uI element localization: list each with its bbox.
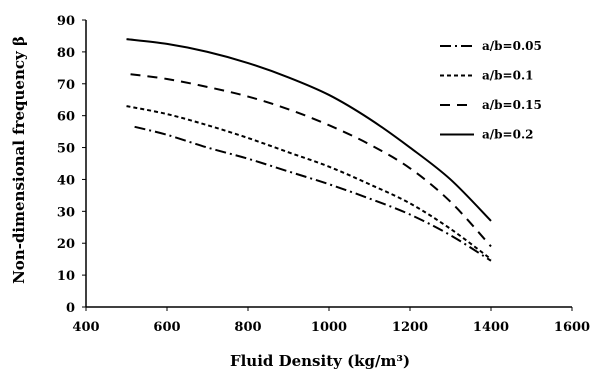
series-line-a-b-0-15	[130, 73, 492, 248]
y-tick-label: 40	[57, 173, 75, 188]
y-tick-label: 20	[57, 237, 75, 252]
y-tick-label: 50	[57, 142, 75, 157]
legend-label: a/b=0.2	[482, 128, 533, 142]
x-tick-label: 400	[72, 320, 99, 335]
x-axis-title: Fluid Density (kg/m³)	[230, 352, 410, 370]
series-line-a-b-0-2	[126, 38, 492, 222]
legend-label: a/b=0.1	[482, 69, 533, 83]
x-tick-label: 1400	[473, 320, 509, 335]
series-line-a-b-0-05	[134, 125, 492, 262]
series-line-a-b-0-1	[126, 105, 492, 260]
y-axis-title: Non-dimensional frequency β	[10, 36, 28, 284]
x-tick-label: 1600	[554, 320, 590, 335]
ticks: 400 600 800 1000 1200 1400 1600 0 10 20 30 40 50 60 70…	[57, 14, 590, 335]
x-tick-label: 1200	[392, 320, 428, 335]
y-tick-label: 30	[57, 205, 75, 220]
y-tick-label: 80	[57, 46, 75, 61]
y-tick-label: 90	[57, 14, 75, 29]
x-tick-label: 600	[153, 320, 180, 335]
y-tick-label: 0	[66, 301, 75, 316]
x-tick-label: 1000	[311, 320, 347, 335]
legend-label: a/b=0.15	[482, 98, 542, 112]
y-tick-label: 10	[57, 269, 75, 284]
legend-label: a/b=0.05	[482, 39, 542, 53]
axes	[85, 20, 572, 308]
x-tick-label: 800	[234, 320, 261, 335]
plot-lines	[126, 38, 492, 262]
y-tick-label: 60	[57, 110, 75, 125]
legend: a/b=0.05 a/b=0.1 a/b=0.15 a/b=0.2	[440, 39, 542, 142]
y-tick-label: 70	[57, 78, 75, 93]
